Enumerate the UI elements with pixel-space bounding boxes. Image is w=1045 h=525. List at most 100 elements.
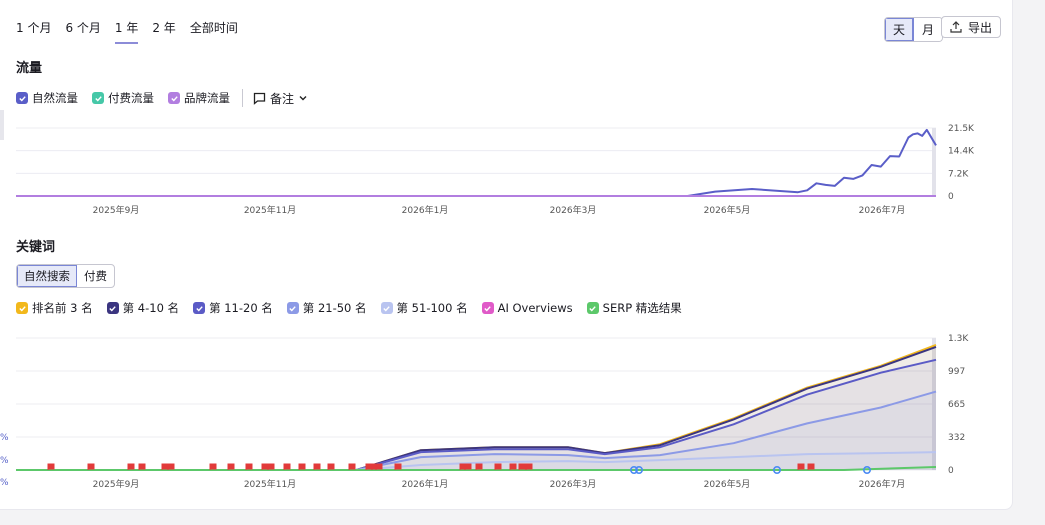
scroll-handle[interactable] — [0, 110, 4, 140]
legend-keyword-1[interactable]: 第 4-10 名 — [106, 300, 180, 316]
series-area — [16, 452, 936, 470]
checkbox-icon — [92, 92, 104, 104]
x-tick-label: 2026年5月 — [704, 478, 751, 490]
note-flag-icon — [464, 463, 472, 470]
note-flag-icon — [475, 463, 483, 470]
note-flag-icon — [494, 463, 502, 470]
left-axis-mark: % — [0, 433, 9, 443]
series-line — [16, 390, 937, 471]
legend-keyword-6[interactable]: SERP 精选结果 — [586, 300, 682, 316]
series-area — [16, 359, 936, 470]
current-period-marker — [932, 338, 936, 470]
google-update-icon — [862, 466, 871, 475]
note-flag-icon — [797, 463, 805, 470]
note-flag-icon — [313, 463, 321, 470]
chevron-down-icon — [299, 96, 307, 101]
notes-dropdown[interactable]: 备注 — [253, 90, 308, 107]
tab-paid[interactable]: 付费 — [84, 269, 107, 283]
checkbox-icon — [586, 302, 599, 314]
legend-keyword-5[interactable]: AI Overviews — [481, 301, 573, 315]
note-flag-icon — [161, 463, 169, 470]
note-flag-icon — [209, 463, 217, 470]
note-flag-icon — [245, 463, 253, 470]
legend-label: 排名前 3 名 — [32, 301, 93, 315]
overview-card: 1 个月 6 个月 1 年 2 年 全部时间 天 月 导出 流量 自然流量 付费… — [0, 0, 1013, 510]
series-area — [16, 344, 936, 470]
legend-label: SERP 精选结果 — [602, 301, 682, 315]
checkbox-icon — [168, 92, 180, 104]
export-button[interactable]: 导出 — [941, 16, 1002, 38]
keywords-legend: 排名前 3 名 第 4-10 名 第 11-20 名 第 21-50 名 第 51-10… — [16, 300, 696, 316]
note-flag-icon — [138, 463, 146, 470]
checkbox-icon — [16, 302, 28, 314]
range-tab-all[interactable]: 全部时间 — [189, 21, 238, 35]
keywords-chart: 1.3K 997 665 332 0 2025年9月 2025年11月 2026年1月 2026… — [16, 334, 969, 490]
note-flag-icon — [298, 463, 306, 470]
x-tick-label: 2025年11月 — [244, 478, 296, 490]
note-flag-icon — [227, 463, 235, 470]
legend-brand-traffic[interactable]: 品牌流量 — [168, 90, 230, 106]
series-line — [16, 466, 937, 471]
traffic-legend: 自然流量 付费流量 品牌流量 备注 — [16, 89, 308, 107]
legend-label: 付费流量 — [108, 91, 154, 105]
note-flag-icon — [807, 463, 815, 470]
x-tick-label: 2025年11月 — [244, 204, 296, 216]
range-tab-1y[interactable]: 1 年 — [114, 19, 139, 44]
note-flag-icon — [261, 463, 269, 470]
notes-label: 备注 — [270, 91, 295, 106]
granularity-month[interactable]: 月 — [914, 18, 943, 41]
note-flag-icon — [348, 463, 356, 470]
note-flag-icon — [509, 463, 517, 470]
note-flag-icon — [525, 463, 533, 470]
keywords-type-toggle: 自然搜索 付费 — [16, 264, 115, 288]
legend-label: 第 51-100 名 — [396, 301, 468, 315]
legend-keyword-3[interactable]: 第 21-50 名 — [286, 300, 367, 316]
note-flag-icon — [127, 463, 135, 470]
legend-divider — [242, 89, 243, 107]
checkbox-icon — [380, 302, 393, 314]
granularity-day[interactable]: 天 — [885, 18, 915, 41]
legend-keyword-2[interactable]: 第 11-20 名 — [193, 300, 273, 316]
x-tick-label: 2025年9月 — [93, 204, 140, 216]
granularity-toggle: 天 月 — [884, 17, 944, 42]
google-update-icon — [772, 466, 781, 475]
range-tab-1m[interactable]: 1 个月 — [16, 21, 52, 35]
legend-label: 第 21-50 名 — [302, 301, 367, 315]
note-flag-icon — [267, 463, 275, 470]
legend-keyword-4[interactable]: 第 51-100 名 — [380, 300, 468, 316]
current-period-marker — [932, 128, 936, 196]
y-tick-label: 7.2K — [948, 169, 969, 179]
series-line — [16, 358, 937, 471]
series-line — [16, 128, 937, 197]
note-flag-icon — [87, 463, 95, 470]
note-flag-icon — [365, 463, 373, 470]
google-update-icon — [634, 466, 643, 475]
legend-organic-traffic[interactable]: 自然流量 — [16, 90, 78, 106]
export-label: 导出 — [968, 20, 993, 35]
note-flag-icon — [47, 463, 55, 470]
legend-label: AI Overviews — [497, 301, 573, 315]
range-tab-2y[interactable]: 2 年 — [152, 21, 176, 35]
legend-label: 自然流量 — [32, 91, 78, 105]
note-flag-icon — [375, 463, 383, 470]
checkbox-icon — [106, 302, 119, 314]
checkbox-icon — [16, 92, 28, 104]
note-flag-icon — [167, 463, 175, 470]
tab-organic-search[interactable]: 自然搜索 — [17, 265, 77, 287]
upload-icon — [950, 21, 962, 33]
date-range-tabs: 1 个月 6 个月 1 年 2 年 全部时间 — [16, 19, 238, 44]
left-axis-mark: % — [0, 478, 9, 488]
keywords-title: 关键词 — [16, 240, 56, 255]
note-flag-icon — [518, 463, 526, 470]
legend-label: 品牌流量 — [184, 91, 230, 105]
range-tab-6m[interactable]: 6 个月 — [65, 21, 101, 35]
note-flag-icon — [394, 463, 402, 470]
comment-icon — [253, 92, 266, 105]
legend-keyword-0[interactable]: 排名前 3 名 — [16, 300, 93, 316]
legend-paid-traffic[interactable]: 付费流量 — [92, 90, 154, 106]
x-tick-label: 2026年3月 — [550, 478, 597, 490]
y-tick-label: 997 — [948, 367, 965, 377]
legend-label: 第 4-10 名 — [122, 301, 180, 315]
legend-label: 第 11-20 名 — [209, 301, 273, 315]
x-tick-label: 2026年7月 — [859, 478, 906, 490]
